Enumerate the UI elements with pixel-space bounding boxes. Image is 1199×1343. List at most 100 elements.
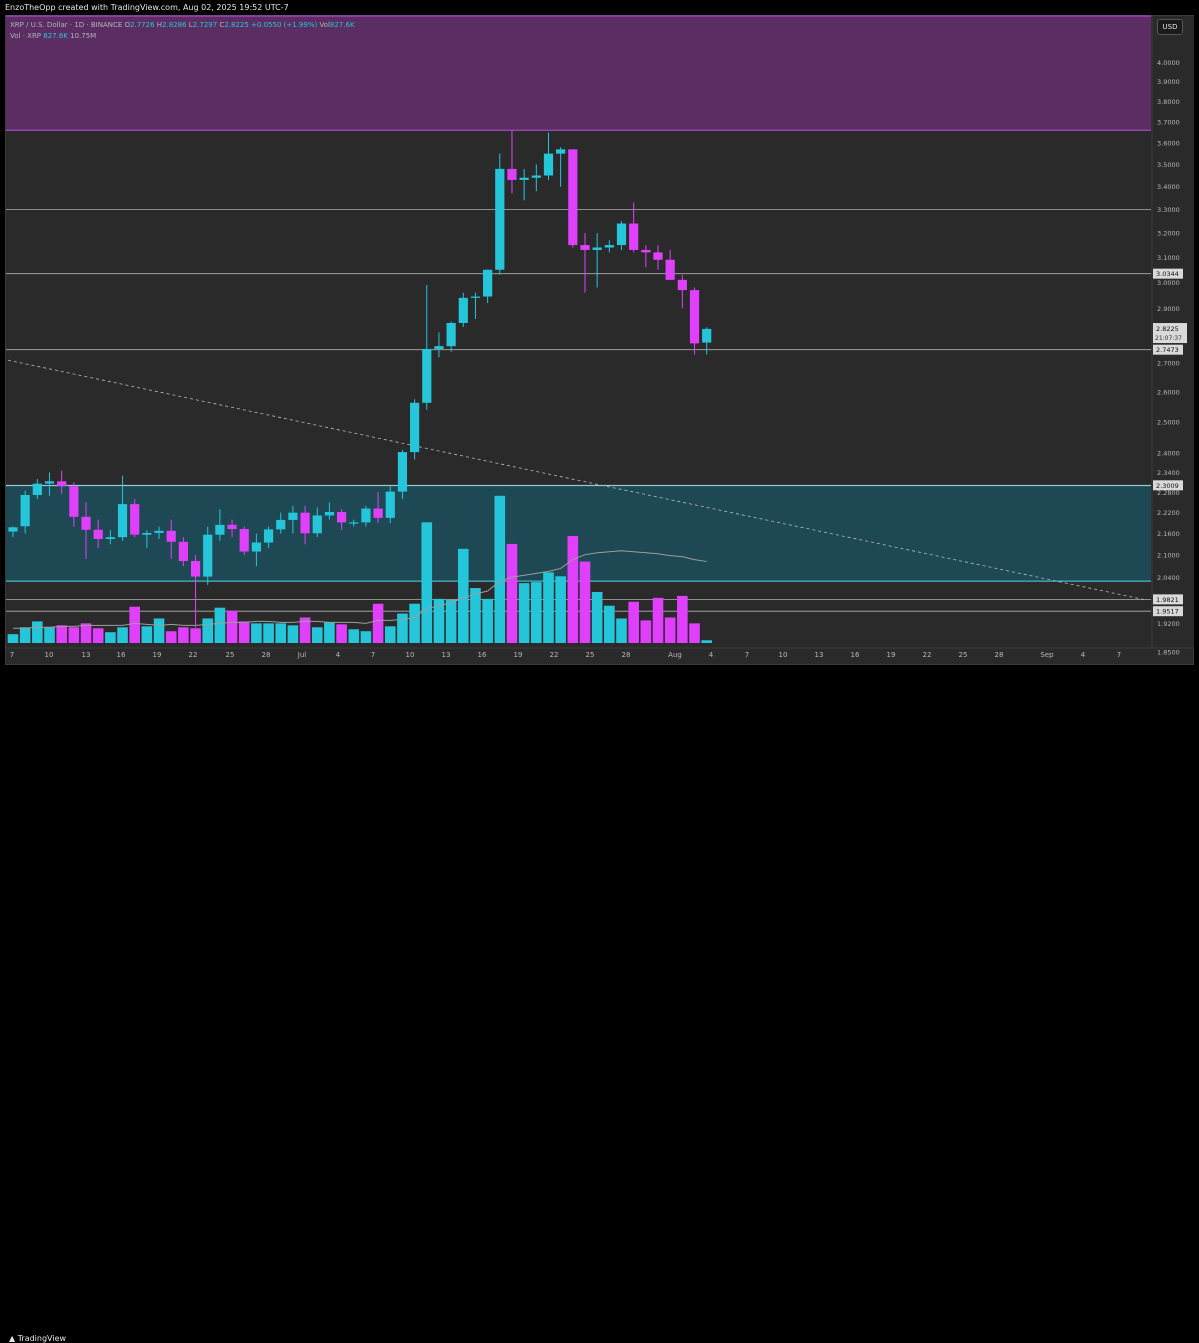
x-tick-label: 4: [1081, 651, 1086, 659]
candle-body: [580, 245, 590, 250]
candle-body: [629, 223, 639, 250]
candle-body: [422, 348, 432, 403]
volume-bar: [214, 607, 226, 643]
candle-body: [215, 524, 225, 535]
low-label: L: [188, 21, 193, 29]
vol-label: Vol: [319, 21, 330, 29]
volume-bar: [348, 629, 360, 643]
footer-bar: ▲ TradingView: [0, 665, 1199, 1343]
candle-body: [361, 508, 371, 523]
x-tick-label: Sep: [1040, 651, 1054, 659]
volume-bar: [470, 588, 481, 643]
candle-body: [203, 534, 213, 577]
y-tick-label: 3.1000: [1157, 254, 1180, 262]
author-byline: EnzoTheOpp created with TradingView.com,…: [5, 3, 289, 12]
y-tick-label: 2.3400: [1157, 469, 1180, 477]
y-tick-label: 2.9000: [1157, 305, 1180, 313]
x-tick-label: 13: [815, 651, 824, 659]
trendline: [7, 359, 1148, 601]
x-tick-label: 13: [442, 651, 451, 659]
currency-button[interactable]: USD: [1157, 19, 1183, 35]
open-value: 2.7726: [130, 21, 155, 29]
volume-bar: [19, 627, 31, 643]
candle-body: [8, 527, 18, 532]
y-tick-label: 2.6000: [1157, 388, 1180, 396]
volume-bar: [531, 582, 542, 643]
volume-bar: [190, 628, 201, 643]
volume-bar: [251, 623, 262, 643]
y-tick-label: 2.2800: [1157, 489, 1180, 497]
volume-bar: [153, 618, 165, 643]
x-tick-label: 16: [478, 651, 487, 659]
candle-body: [117, 504, 128, 538]
candle-body: [483, 269, 493, 297]
level-label-box: [1153, 268, 1183, 279]
x-tick-label: 4: [336, 651, 341, 659]
level-label: 2.3009: [1156, 482, 1179, 490]
volume-bar: [336, 624, 347, 643]
x-tick-label: 10: [45, 651, 54, 659]
candle-body: [57, 481, 67, 487]
x-tick-label: 7: [745, 651, 749, 659]
candle-body: [446, 322, 456, 347]
y-tick-label: 2.0400: [1157, 574, 1180, 582]
x-tick-label: 19: [887, 651, 896, 659]
volume-bar: [384, 626, 396, 643]
x-tick-label: 25: [586, 651, 595, 659]
candle-body: [410, 402, 420, 453]
candle-body: [20, 494, 30, 527]
candle-body: [397, 452, 408, 492]
x-tick-label: 22: [189, 651, 198, 659]
volume-bar: [178, 627, 189, 643]
volume-bar: [543, 572, 554, 643]
price-chart[interactable]: 4.20004.00003.90003.80003.70003.60003.50…: [0, 0, 1199, 684]
candle-body: [190, 561, 201, 577]
demand-zone: [6, 485, 1151, 582]
tradingview-logo-text: TradingView: [17, 1334, 67, 1343]
candle-body: [288, 512, 298, 520]
candle-body: [604, 245, 614, 248]
y-tick-label: 3.6000: [1157, 139, 1180, 147]
volume-bar: [591, 591, 603, 643]
volume-bar: [202, 618, 214, 643]
x-tick-label: 4: [709, 651, 714, 659]
candle-body: [154, 530, 164, 533]
candle-body: [543, 153, 554, 176]
volume-bar: [324, 622, 335, 643]
volume-bar: [141, 626, 153, 643]
candle-body: [276, 519, 286, 530]
volume-bar: [555, 576, 566, 643]
candle-body: [653, 252, 663, 260]
y-tick-label: 2.1000: [1157, 552, 1180, 560]
x-tick-label: 22: [550, 651, 559, 659]
y-tick-label: 3.2000: [1157, 230, 1180, 238]
y-tick-label: 2.2200: [1157, 509, 1180, 517]
candle-body: [531, 175, 541, 178]
candle-body: [385, 491, 395, 518]
volume-bar: [311, 627, 323, 643]
candle-body: [568, 149, 578, 246]
level-label: 2.7473: [1156, 346, 1179, 354]
tradingview-logo: ▲ TradingView: [9, 1334, 66, 1343]
volume-bar: [579, 561, 591, 643]
volume-bar: [640, 620, 652, 643]
volume-bar: [32, 621, 43, 643]
candle-body: [227, 524, 237, 530]
y-tick-label: 3.5000: [1157, 161, 1180, 169]
x-tick-label: 7: [1117, 651, 1121, 659]
volume-bar: [165, 631, 177, 643]
volume-bar: [7, 634, 19, 643]
x-tick-label: 10: [779, 651, 788, 659]
level-label-box: [1153, 344, 1183, 355]
x-tick-label: Aug: [668, 651, 682, 659]
last-price-label: 2.8225: [1156, 325, 1179, 333]
volume-bar: [360, 631, 372, 643]
volume-bar: [44, 627, 55, 643]
candle-body: [641, 249, 651, 253]
volume-bar: [397, 613, 408, 643]
volume-bar: [92, 628, 104, 643]
volume-bar: [409, 603, 420, 643]
candle-body: [458, 297, 468, 323]
candle-body: [507, 168, 517, 180]
